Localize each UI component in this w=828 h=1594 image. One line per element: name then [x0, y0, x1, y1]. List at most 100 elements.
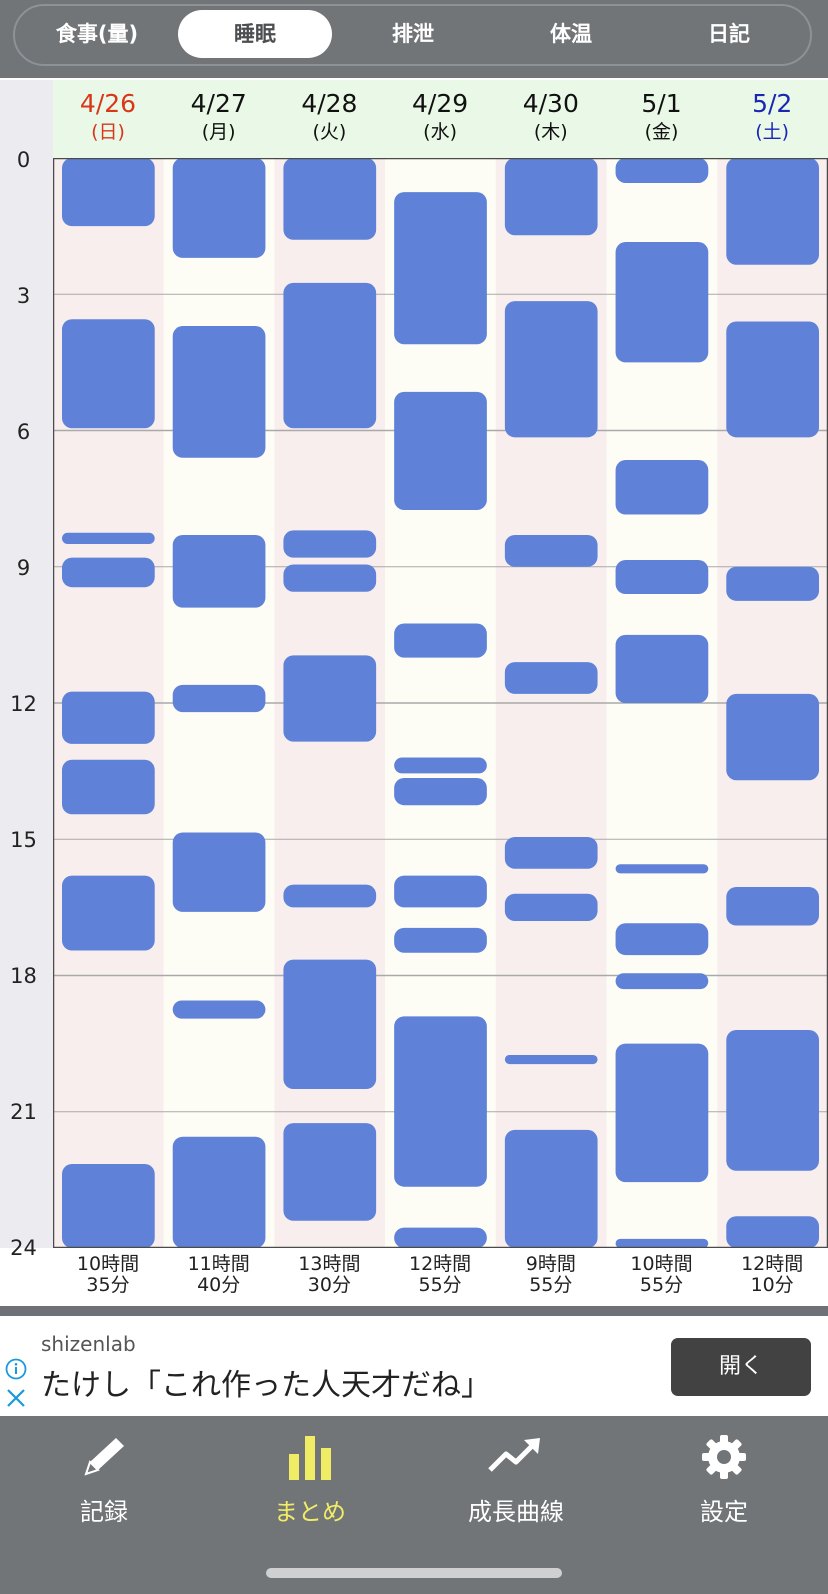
sleep-block [504, 1054, 598, 1065]
sleep-block [394, 391, 487, 510]
nav-label: まとめ [274, 1498, 346, 1526]
date-col-6: 5/2 (土) [717, 80, 827, 145]
sleep-block [504, 534, 598, 567]
sleep-block [394, 777, 487, 806]
close-icon[interactable] [5, 1387, 27, 1409]
hour-label: 24 [10, 1236, 37, 1260]
weekday-label: (木) [533, 121, 568, 143]
sleep-block [726, 1030, 819, 1171]
nav-label: 成長曲線 [468, 1498, 564, 1526]
sleep-block [615, 1043, 709, 1183]
info-icon[interactable] [5, 1358, 27, 1380]
sleep-block [394, 1016, 487, 1187]
sleep-block [62, 875, 155, 951]
tab-excretion[interactable]: 排泄 [392, 22, 434, 46]
date-label: 5/1 [641, 89, 682, 118]
sleep-block [394, 757, 487, 774]
sleep-block [62, 319, 155, 429]
pencil-icon [84, 1438, 124, 1476]
sleep-block [504, 1129, 598, 1248]
sleep-block [726, 321, 819, 438]
nav-label: 記録 [80, 1498, 128, 1526]
sleep-block [172, 158, 266, 258]
hour-label: 9 [16, 556, 31, 580]
sleep-block [62, 532, 155, 545]
nav-settings[interactable]: 設定 [634, 1432, 814, 1526]
tab-temperature[interactable]: 体温 [550, 22, 592, 46]
sleep-block [615, 559, 709, 594]
ad-open-button[interactable]: 開く [671, 1338, 811, 1396]
sleep-block [283, 564, 377, 592]
sleep-block [172, 326, 266, 458]
hour-label: 21 [10, 1100, 37, 1124]
tab-diary[interactable]: 日記 [708, 22, 750, 46]
hour-label: 3 [16, 284, 31, 308]
daily-total: 13時間 30分 [298, 1253, 361, 1296]
gear-icon [702, 1435, 746, 1479]
sleep-block [394, 623, 487, 658]
sleep-block [172, 534, 266, 608]
sleep-block [726, 886, 819, 926]
nav-record[interactable]: 記録 [14, 1432, 194, 1526]
daily-total: 12時間 10分 [741, 1253, 804, 1296]
trend-up-icon [488, 1438, 540, 1472]
divider [0, 1306, 828, 1316]
sleep-block [394, 875, 487, 908]
hour-label: 12 [10, 692, 37, 716]
sleep-block [615, 1238, 709, 1248]
date-label: 4/28 [301, 89, 358, 118]
sleep-block [172, 832, 266, 912]
home-indicator [266, 1568, 562, 1578]
tab-meal[interactable]: 食事(量) [55, 22, 139, 46]
sleep-block [172, 1136, 266, 1248]
sleep-block [283, 655, 377, 742]
weekday-label: (火) [312, 121, 347, 143]
weekday-label: (日) [91, 121, 125, 143]
sleep-block [283, 1123, 377, 1221]
nav-label: 設定 [700, 1498, 748, 1526]
hour-label: 6 [16, 420, 31, 444]
daily-total: 11時間 40分 [187, 1253, 250, 1296]
date-col-4: 4/30 (木) [496, 80, 606, 145]
ad-source: shizenlab [41, 1332, 136, 1356]
sleep-block [62, 1163, 155, 1248]
date-label: 4/27 [190, 89, 247, 118]
daily-total: 10時間 35分 [76, 1253, 140, 1296]
sleep-block [726, 693, 819, 781]
daily-total: 9時間 55分 [525, 1253, 576, 1296]
nav-growth-curve[interactable]: 成長曲線 [426, 1432, 606, 1526]
date-label: 4/30 [522, 89, 579, 118]
sleep-block [394, 192, 487, 345]
ad-banner[interactable]: shizenlab たけし「これ作った人天才だね」 開く [0, 1316, 828, 1416]
sleep-block [283, 959, 377, 1090]
sleep-block [615, 864, 709, 874]
sleep-block [504, 158, 598, 236]
sleep-block [62, 691, 155, 744]
sleep-block [283, 884, 377, 908]
tab-sleep[interactable]: 睡眠 [178, 10, 332, 58]
sleep-block [172, 1000, 266, 1019]
date-col-3: 4/29 (水) [385, 80, 495, 145]
hour-label: 15 [10, 828, 37, 852]
date-col-5: 5/1 (金) [607, 80, 717, 145]
sleep-block [726, 158, 819, 265]
sleep-block [62, 557, 155, 588]
sleep-block [504, 893, 598, 921]
weekday-label: (土) [755, 121, 790, 143]
date-col-1: 4/27 (月) [164, 80, 274, 145]
bar-chart-icon [289, 1436, 331, 1480]
sleep-chart [53, 158, 828, 1248]
sleep-block [504, 836, 598, 869]
nav-summary[interactable]: まとめ [220, 1432, 400, 1526]
date-label: 4/26 [79, 89, 137, 118]
daily-total: 10時間 55分 [630, 1253, 693, 1296]
date-label: 5/2 [752, 89, 793, 118]
sleep-block [615, 460, 709, 515]
sleep-block [726, 1216, 819, 1248]
sleep-block [615, 973, 709, 990]
date-header: 4/26 (日) 4/27 (月) 4/28 (火) 4/29 (水) 4/30 (木) … [53, 80, 828, 158]
hour-axis-bg [0, 80, 53, 1248]
sleep-block [504, 301, 598, 438]
segment-control [13, 4, 812, 66]
ad-headline[interactable]: たけし「これ作った人天才だね」 [41, 1368, 491, 1403]
